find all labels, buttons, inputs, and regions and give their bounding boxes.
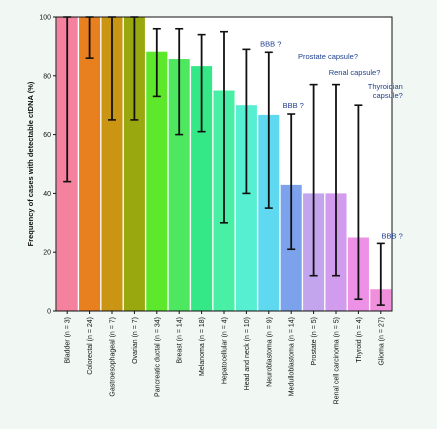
category-label: Pancreatic ductal (n = 34) (154, 317, 161, 397)
bar (235, 105, 257, 311)
category-label: Neuroblastoma (n = 9) (266, 317, 273, 387)
category-label: Prostate (n = 5) (311, 317, 318, 365)
y-tick-label: 80 (43, 73, 51, 80)
annotations: BBB ? BBB ? Prostate capsule? Renal capsule… (260, 39, 403, 240)
category-label: Hepatocellular (n = 4) (222, 317, 229, 384)
annotation-text: Renal capsule? (329, 68, 381, 77)
category-label: Melanoma (n = 18) (199, 317, 206, 376)
category-label: Renal cell carcinoma (n = 5) (334, 317, 341, 404)
bar (123, 17, 145, 311)
y-tick-label: 0 (47, 309, 51, 316)
plot-area (55, 16, 393, 312)
bar (146, 51, 168, 311)
annotation-text: BBB ? (260, 39, 281, 48)
category-label: Thyroid (n = 4) (356, 317, 363, 363)
annotation-text: Prostate capsule? (298, 52, 358, 61)
annotation-text: BBB ? (283, 101, 304, 110)
y-tick-label: 40 (43, 191, 51, 198)
category-label: Bladder (n = 3) (65, 317, 72, 364)
category-label: Medulloblastoma (n = 14) (289, 317, 296, 396)
y-tick-label: 60 (43, 132, 51, 139)
y-axis-title: Frequency of cases with detectable ctDNA… (26, 81, 35, 246)
y-axis: 0 20 40 60 80 100 (39, 15, 56, 316)
category-label: Breast (n = 14) (177, 317, 184, 364)
bar (258, 114, 280, 311)
y-tick-label: 100 (39, 15, 51, 22)
annotation-text: capsule? (373, 91, 403, 100)
bar (168, 59, 190, 312)
bar (101, 17, 123, 311)
category-label: Gastroesophageal (n = 7) (110, 317, 117, 397)
category-label: Head and neck (n = 10) (244, 317, 251, 390)
bar (191, 66, 213, 312)
category-label: Ovarian (n = 7) (132, 317, 139, 364)
annotation-text: BBB ? (382, 231, 403, 240)
category-label: Glioma (n = 27) (378, 317, 385, 365)
x-axis-labels: Bladder (n = 3) Colorectal (n = 24) Gastro… (65, 311, 385, 404)
bar (79, 17, 101, 311)
annotation-text: Thyroidian (368, 82, 403, 91)
category-label: Colorectal (n = 24) (87, 317, 94, 375)
y-tick-label: 20 (43, 250, 51, 257)
